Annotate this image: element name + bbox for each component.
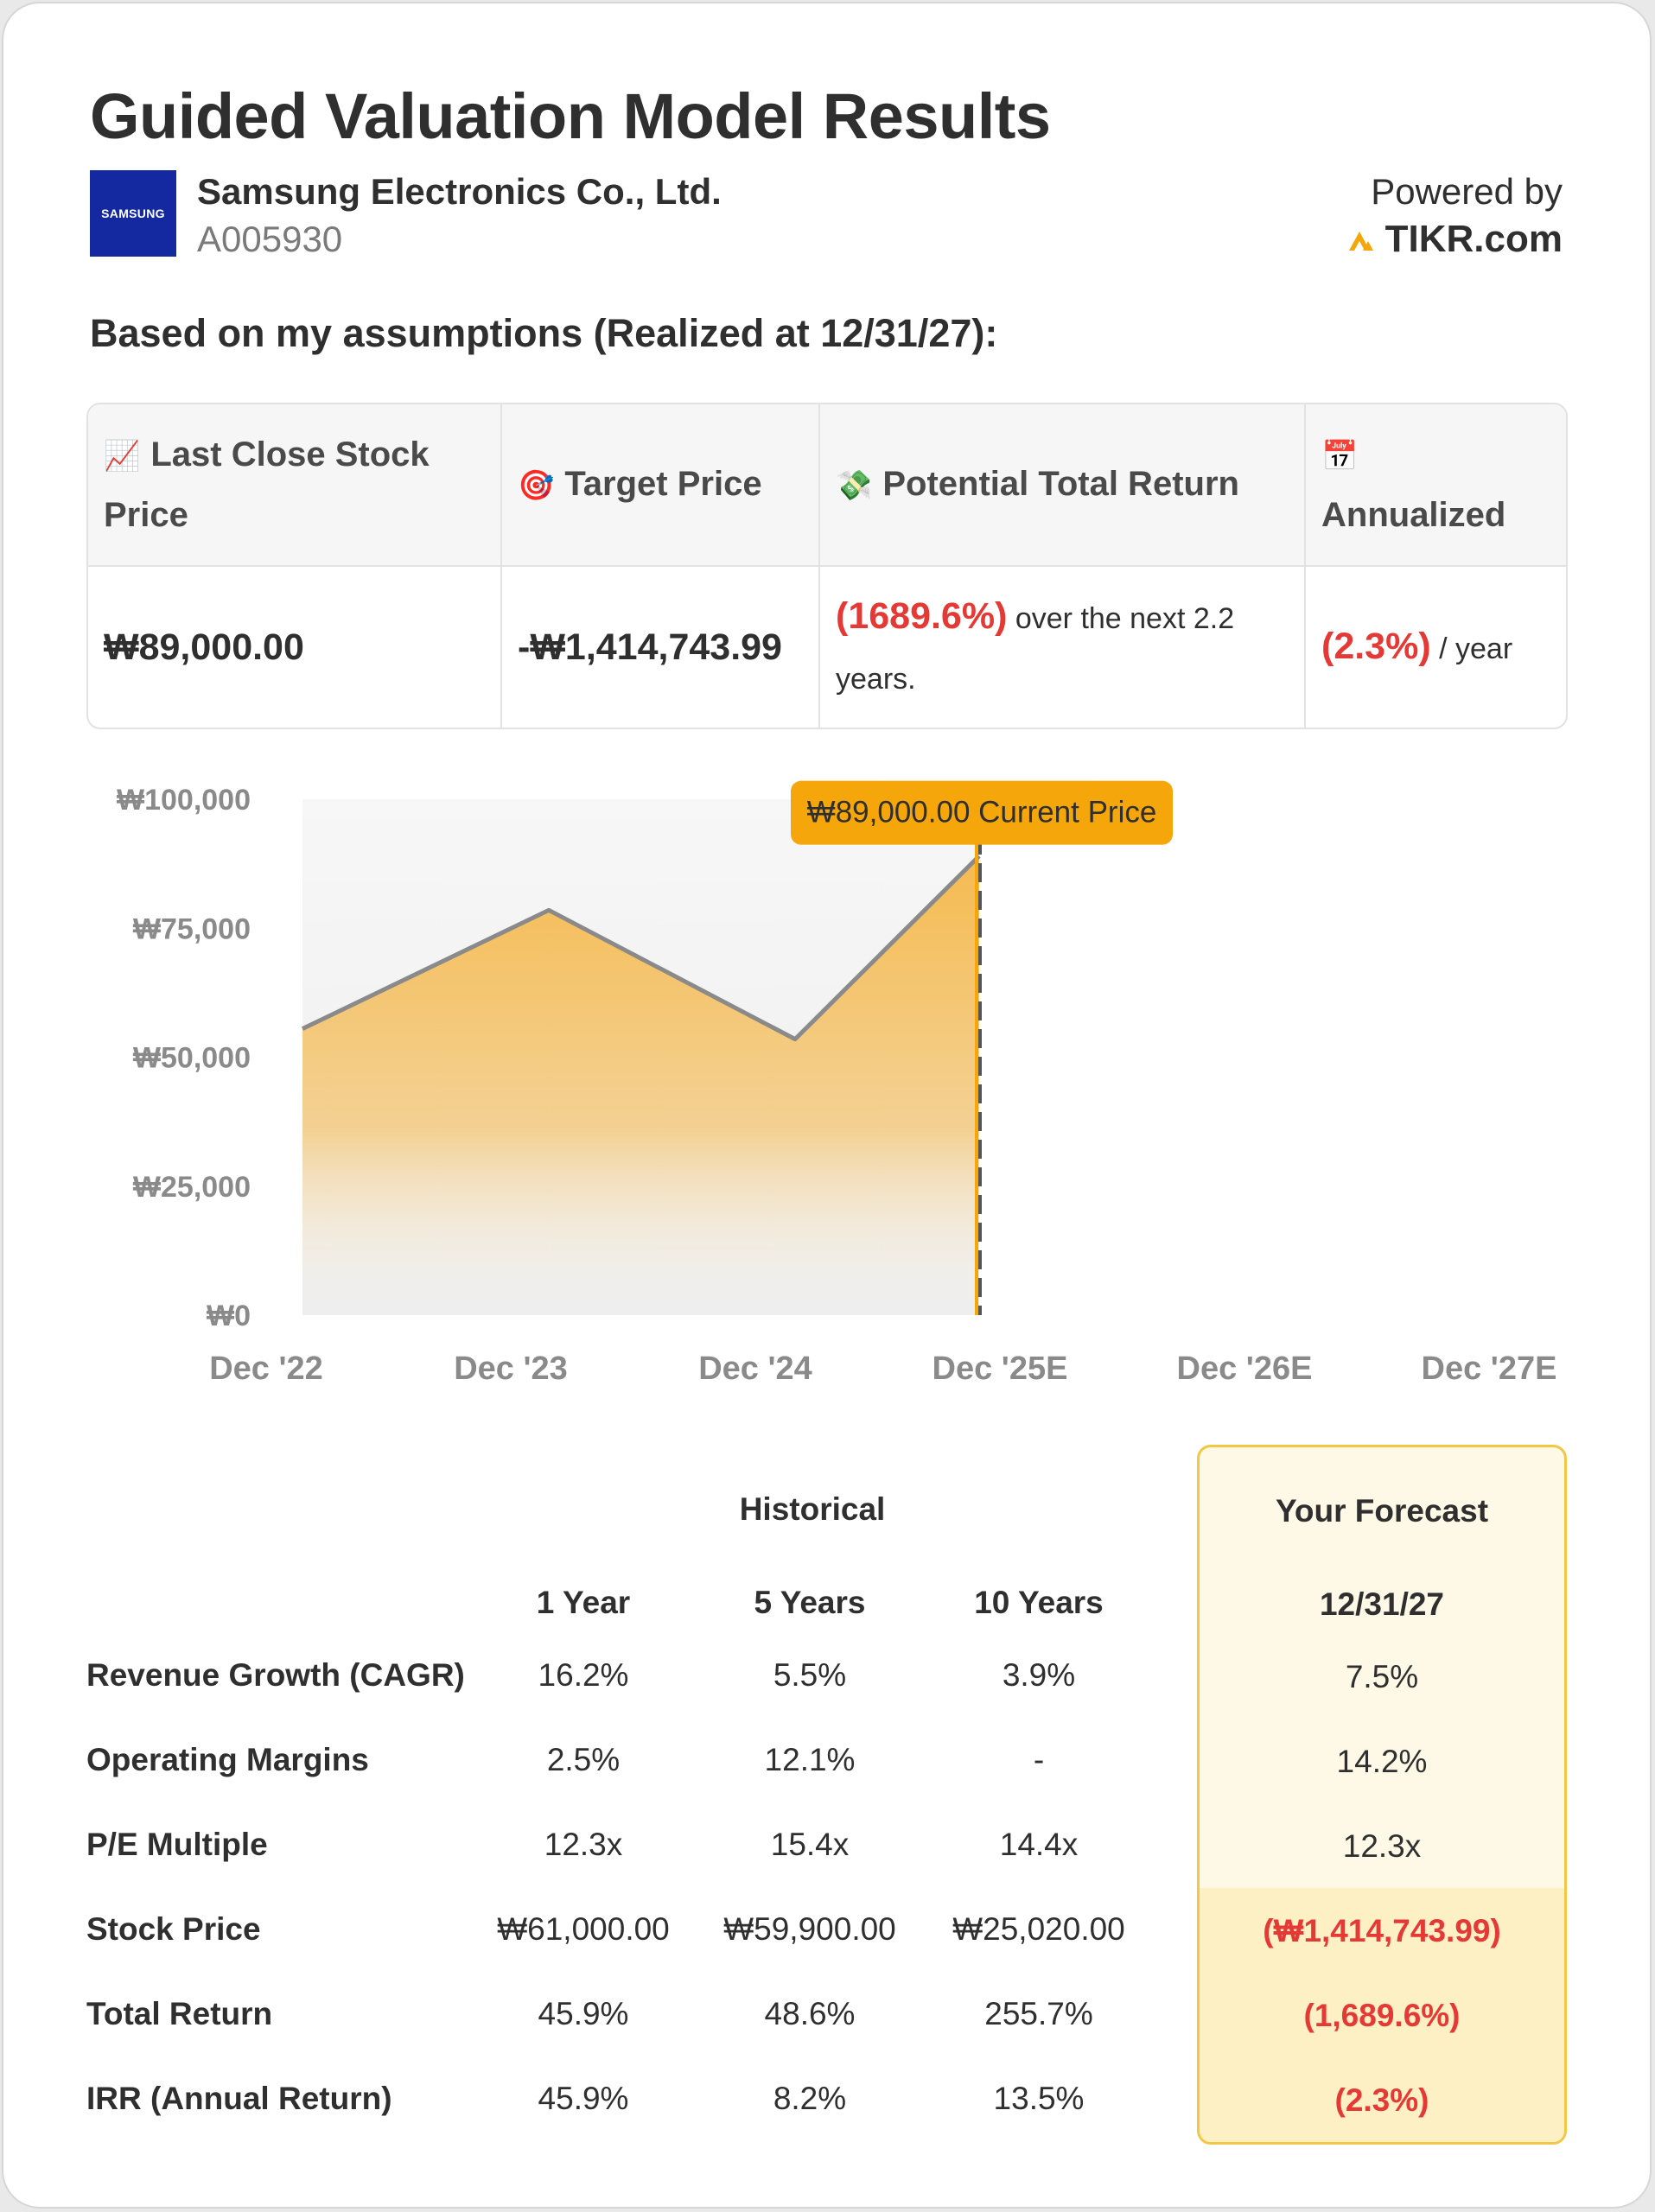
x-tick-label: Dec '23: [454, 1351, 568, 1387]
header-label: Target Price: [564, 465, 762, 503]
annualized-suffix: / year: [1430, 632, 1513, 665]
header-label: Potential Total Return: [882, 465, 1239, 503]
y-tick-label: ₩100,000: [117, 784, 251, 817]
tikr-brand[interactable]: TIKR.com: [1347, 218, 1563, 261]
tikr-logo-icon: [1348, 232, 1373, 251]
company-ticker: A005930: [197, 219, 343, 259]
company-logo: SAMSUNG: [90, 170, 176, 257]
company-name: Samsung Electronics Co., Ltd.: [197, 171, 722, 212]
header-total-return: 💸 Potential Total Return: [819, 404, 1306, 567]
page-title: Guided Valuation Model Results: [90, 80, 1051, 152]
x-tick-label: Dec '22: [209, 1351, 323, 1387]
price-chart: ₩89,000.00 Current Price ₩0 ₩25,000 ₩50,000…: [117, 780, 1557, 1387]
price-line: [301, 854, 981, 1042]
total-return-value: (1689.6%): [836, 594, 1008, 637]
chart-increasing-icon: 📈: [104, 440, 141, 473]
target-icon: 🎯: [518, 469, 555, 502]
last-close-value: ₩89,000.00: [104, 626, 304, 668]
money-with-wings-icon: 💸: [836, 469, 873, 502]
total-return-suffix: over the next 2.2 years.: [836, 601, 1235, 696]
y-tick-label: ₩0: [207, 1300, 251, 1332]
assumptions-heading: Based on my assumptions (Realized at 12/…: [90, 311, 998, 355]
annualized-value: (2.3%): [1321, 625, 1431, 667]
x-tick-label: Dec '25E: [933, 1351, 1068, 1387]
y-tick-label: ₩50,000: [133, 1042, 251, 1075]
calendar-icon: 📅: [1321, 440, 1359, 473]
current-price-tooltip: ₩89,000.00 Current Price: [791, 780, 1173, 845]
y-tick-label: ₩25,000: [133, 1171, 251, 1204]
header-label: Annualized: [1321, 496, 1506, 534]
current-price-label: ₩89,000.00 Current Price: [807, 796, 1157, 830]
powered-by-label: Powered by: [1371, 171, 1563, 212]
target-price-value: -₩1,414,743.99: [518, 626, 782, 668]
summary-table: 📈 Last Close Stock Price 🎯 Target Price 💸 P…: [86, 403, 1568, 729]
x-tick-label: Dec '26E: [1177, 1351, 1313, 1387]
price-area: [302, 855, 979, 1315]
x-tick-label: Dec '27E: [1422, 1351, 1557, 1387]
header-annualized: 📅 Annualized: [1305, 404, 1566, 567]
brand-name: TIKR.com: [1384, 218, 1563, 260]
y-tick-label: ₩75,000: [133, 912, 251, 945]
header-label: Last Close Stock Price: [104, 435, 430, 534]
header-last-close: 📈 Last Close Stock Price: [88, 404, 502, 567]
x-tick-label: Dec '24: [698, 1351, 812, 1387]
header-target-price: 🎯 Target Price: [501, 404, 820, 567]
